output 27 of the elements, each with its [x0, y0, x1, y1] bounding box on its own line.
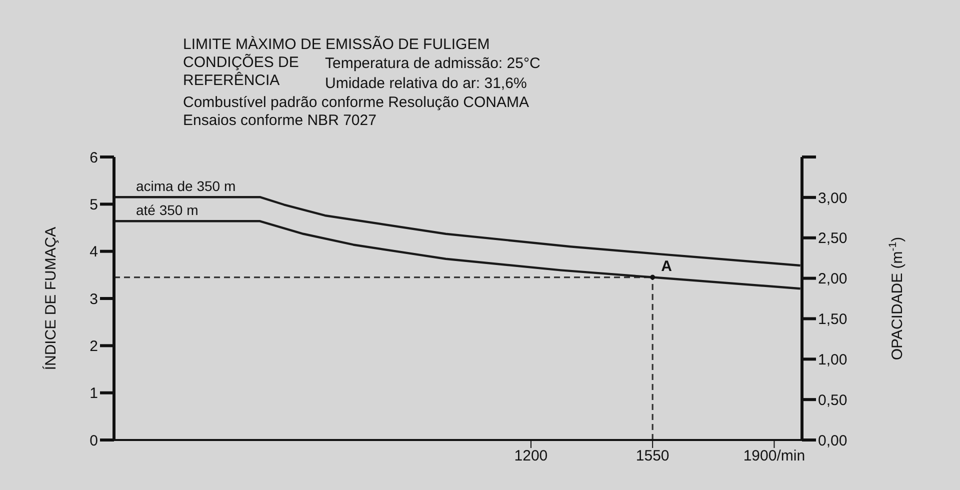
y-tick-label: 0 [90, 432, 98, 450]
y-tick-label: 4 [90, 244, 98, 261]
y2-tick-label: 2,00 [818, 270, 848, 288]
series-label: acima de 350 m [136, 178, 236, 194]
y2-tick-label: 0,50 [818, 392, 848, 409]
series-label: até 350 m [136, 202, 198, 218]
y-tick-label: 1 [90, 385, 98, 402]
text: Temperatura de admissão: 25°C [325, 54, 540, 74]
annotation: A [661, 258, 672, 275]
x-tick-label: 1200 [514, 448, 548, 465]
y-tick-label: 6 [90, 149, 98, 166]
chart-title: LIMITE MÀXIMO DE EMISSÃO DE FULIGEM [183, 36, 491, 54]
text: Combustível padrão conforme Resolução CONAMA [183, 94, 530, 112]
y2-tick-label: 2,50 [818, 230, 848, 248]
x-tick-label: 1550 [636, 448, 670, 465]
x-tick-label: 1900/min [743, 448, 806, 465]
y-tick-label: 5 [90, 196, 98, 214]
y-axis-title: ÍNDICE DE FUMAÇA [41, 226, 60, 370]
y-tick-label: 3 [90, 290, 98, 308]
y-tick-label: 2 [90, 338, 98, 355]
y2-tick-label: 1,50 [818, 311, 848, 328]
y2-tick-label: 1,00 [818, 351, 848, 368]
y2-tick-label: 0,00 [818, 432, 848, 450]
text: Umidade relativa do ar: 31,6% [325, 74, 528, 94]
text: Ensaios conforme NBR 7027 [183, 112, 378, 130]
text: CONDIÇÕES DE REFERÊNCIA [183, 54, 300, 91]
y2-tick-label: 3,00 [818, 190, 848, 207]
